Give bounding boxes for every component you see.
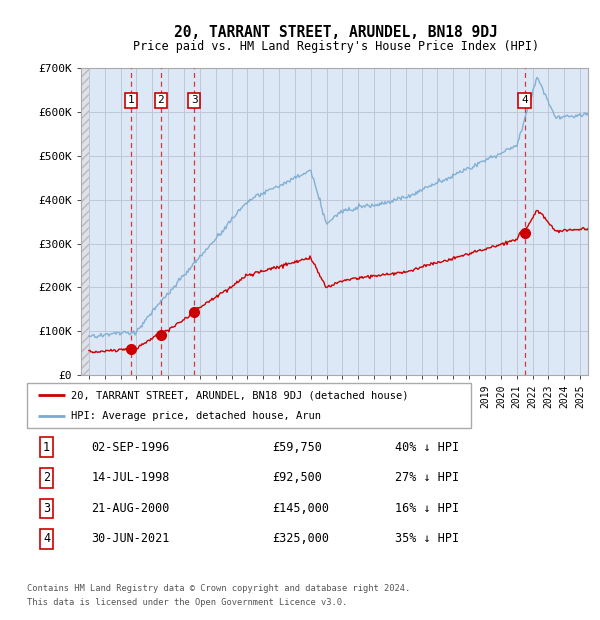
Bar — [81, 68, 89, 375]
Text: Contains HM Land Registry data © Crown copyright and database right 2024.: Contains HM Land Registry data © Crown c… — [27, 584, 410, 593]
Text: 35% ↓ HPI: 35% ↓ HPI — [395, 533, 460, 546]
Text: 02-SEP-1996: 02-SEP-1996 — [91, 441, 170, 454]
Text: HPI: Average price, detached house, Arun: HPI: Average price, detached house, Arun — [71, 410, 322, 421]
Text: 1: 1 — [128, 95, 134, 105]
Text: This data is licensed under the Open Government Licence v3.0.: This data is licensed under the Open Gov… — [27, 598, 347, 607]
Text: 20, TARRANT STREET, ARUNDEL, BN18 9DJ: 20, TARRANT STREET, ARUNDEL, BN18 9DJ — [174, 25, 498, 40]
Text: 4: 4 — [43, 533, 50, 546]
Text: 2: 2 — [43, 471, 50, 484]
Text: 27% ↓ HPI: 27% ↓ HPI — [395, 471, 460, 484]
Text: £325,000: £325,000 — [272, 533, 329, 546]
Text: 30-JUN-2021: 30-JUN-2021 — [91, 533, 170, 546]
Text: 16% ↓ HPI: 16% ↓ HPI — [395, 502, 460, 515]
Text: 4: 4 — [521, 95, 528, 105]
Text: 3: 3 — [43, 502, 50, 515]
Text: Price paid vs. HM Land Registry's House Price Index (HPI): Price paid vs. HM Land Registry's House … — [133, 40, 539, 53]
Text: £59,750: £59,750 — [272, 441, 322, 454]
Text: 1: 1 — [43, 441, 50, 454]
Text: £145,000: £145,000 — [272, 502, 329, 515]
Text: 20, TARRANT STREET, ARUNDEL, BN18 9DJ (detached house): 20, TARRANT STREET, ARUNDEL, BN18 9DJ (d… — [71, 390, 409, 401]
FancyBboxPatch shape — [27, 383, 471, 428]
Text: 21-AUG-2000: 21-AUG-2000 — [91, 502, 170, 515]
Text: 3: 3 — [191, 95, 197, 105]
Text: 14-JUL-1998: 14-JUL-1998 — [91, 471, 170, 484]
Text: 2: 2 — [157, 95, 164, 105]
Text: £92,500: £92,500 — [272, 471, 322, 484]
Text: 40% ↓ HPI: 40% ↓ HPI — [395, 441, 460, 454]
